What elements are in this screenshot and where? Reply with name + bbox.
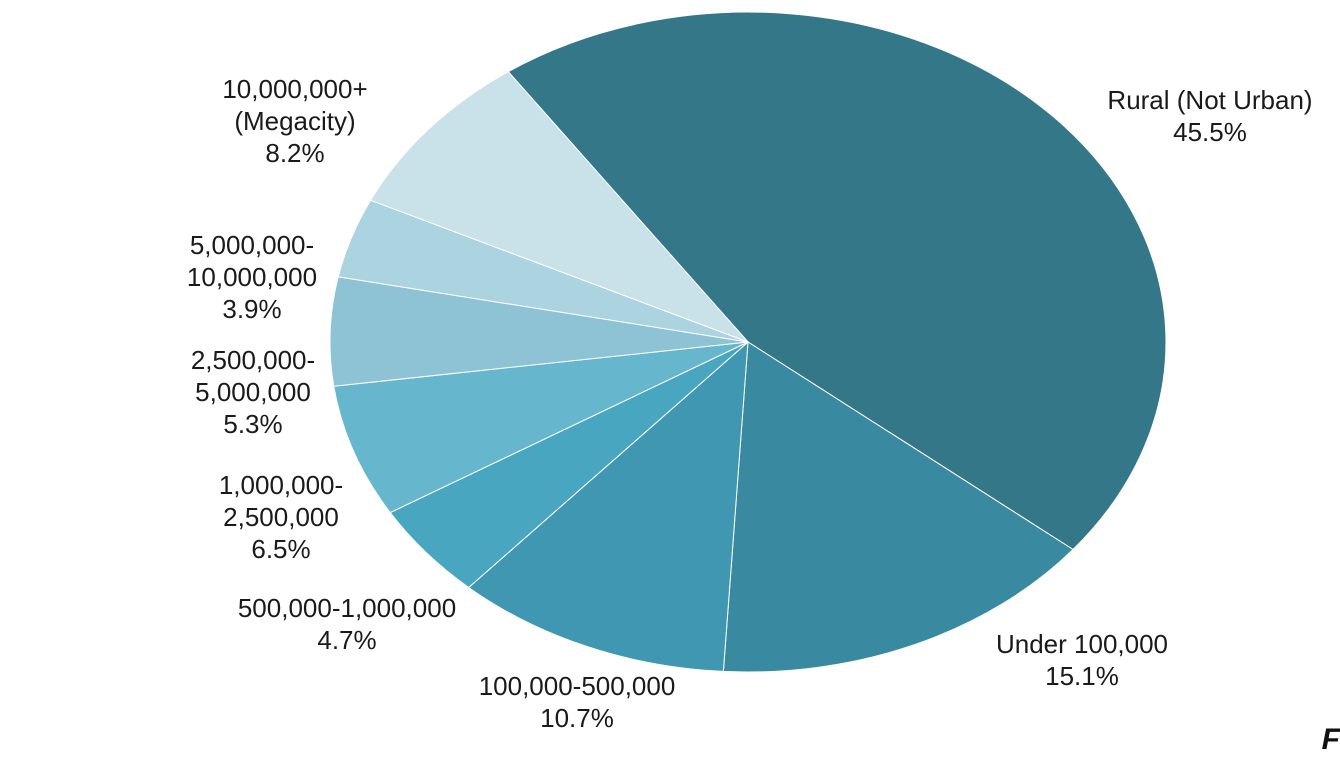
slice-label-500000-1000000: 500,000-1,000,000 4.7% xyxy=(237,593,457,655)
slice-label-megacity: 10,000,000+ (Megacity) 8.2% xyxy=(222,74,368,168)
pie-slice-megacity xyxy=(369,71,749,343)
pie-slice-2500000-5000000 xyxy=(329,276,749,387)
pie-slice-1000000-2500000 xyxy=(333,341,749,514)
slice-label-under-100000: Under 100,000 15.1% xyxy=(995,629,1169,691)
corner-text: F xyxy=(1321,723,1340,756)
slice-label-2500000-5000000: 2,500,000- 5,000,000 5.3% xyxy=(190,345,316,439)
pie-slice-100000-500000 xyxy=(467,340,749,672)
pie-slice-rural xyxy=(507,11,1167,551)
slice-label-100000-500000: 100,000-500,000 10.7% xyxy=(478,671,676,733)
slice-label-5000000-10000000: 5,000,000- 10,000,000 3.9% xyxy=(186,230,318,324)
slice-label-1000000-2500000: 1,000,000- 2,500,000 6.5% xyxy=(218,470,344,564)
slice-label-rural: Rural (Not Urban) 45.5% xyxy=(1107,85,1313,147)
pie-slice-under-100000 xyxy=(722,341,1074,673)
